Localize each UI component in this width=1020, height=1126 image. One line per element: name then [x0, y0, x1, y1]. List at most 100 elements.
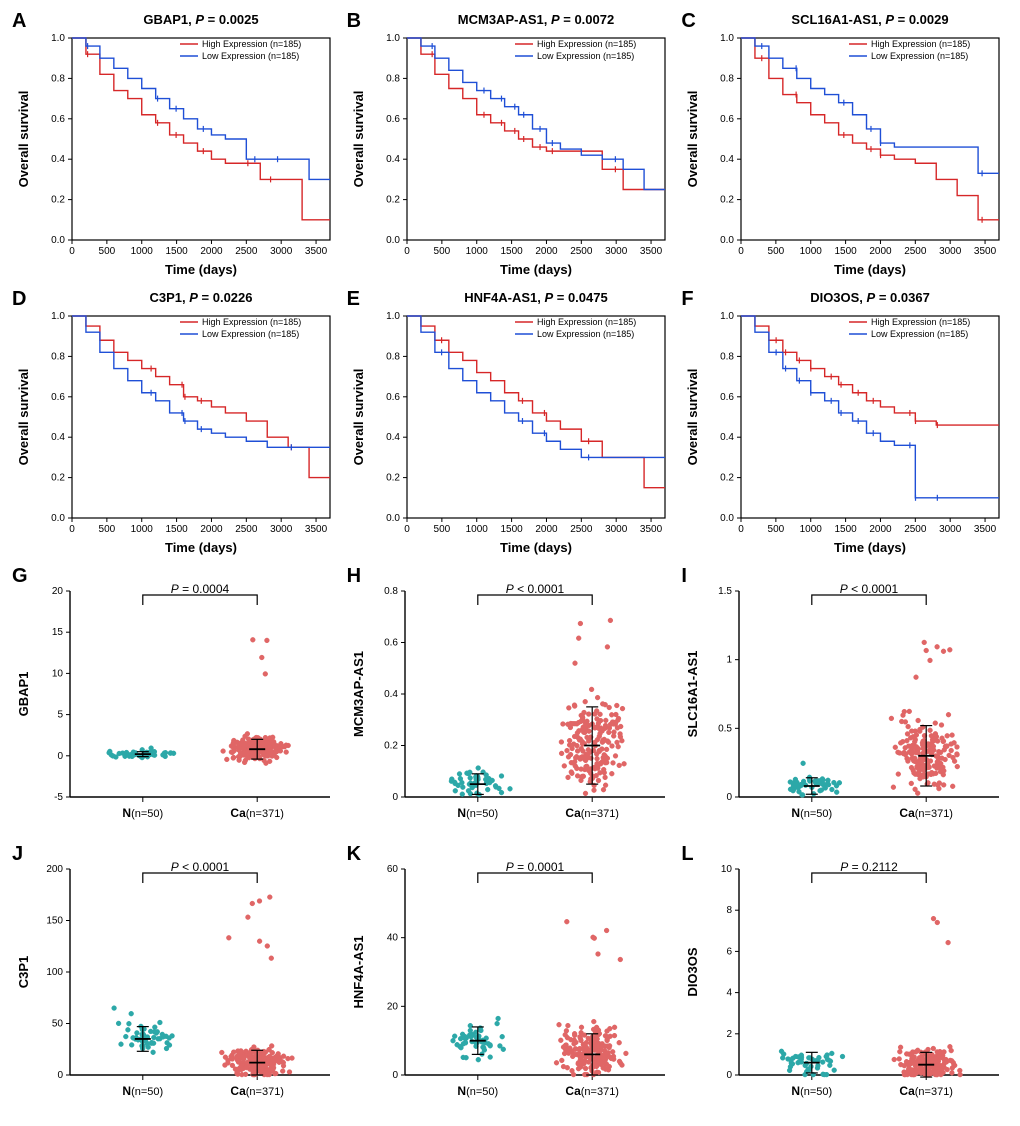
svg-text:Low Expression (n=185): Low Expression (n=185) — [871, 329, 968, 339]
plot-frame — [741, 316, 999, 518]
svg-text:0: 0 — [392, 1070, 398, 1081]
panel-J: J 050100150200 C3P1 P < 0.0001 N(n=50) C… — [10, 843, 341, 1117]
curve-high — [407, 316, 665, 488]
svg-text:3500: 3500 — [974, 524, 997, 535]
y-axis-label: MCM3AP-AS1 — [351, 651, 366, 737]
svg-text:High Expression (n=185): High Expression (n=185) — [202, 39, 301, 49]
svg-text:0.0: 0.0 — [386, 513, 400, 524]
svg-text:0: 0 — [404, 524, 410, 535]
plot-frame — [407, 316, 665, 518]
survival-plot-A: GBAP1, P = 0.0025 0500100015002000250030… — [10, 10, 340, 282]
x-axis-label: Time (days) — [165, 540, 237, 555]
legend: High Expression (n=185) Low Expression (… — [180, 39, 301, 61]
svg-text:2000: 2000 — [870, 246, 893, 257]
svg-text:3000: 3000 — [605, 246, 628, 257]
svg-text:20: 20 — [52, 586, 64, 597]
y-axis-label: Overall survival — [16, 91, 31, 188]
panel-F: F DIO3OS, P = 0.0367 0500100015002000250… — [679, 288, 1010, 562]
svg-text:8: 8 — [727, 905, 733, 916]
svg-text:Low Expression (n=185): Low Expression (n=185) — [202, 51, 299, 61]
y-axis-label: Overall survival — [685, 91, 700, 188]
y-axis-label: SLC16A1-AS1 — [685, 651, 700, 738]
svg-text:1500: 1500 — [165, 524, 188, 535]
svg-text:3000: 3000 — [270, 246, 293, 257]
legend: High Expression (n=185) Low Expression (… — [180, 317, 301, 339]
panel-letter: B — [347, 10, 361, 33]
svg-text:2500: 2500 — [570, 246, 593, 257]
y-axis-label: GBAP1 — [16, 672, 31, 717]
x-label-normal: N(n=50) — [792, 806, 833, 820]
dots-cancer — [889, 640, 960, 796]
svg-text:3500: 3500 — [640, 246, 663, 257]
legend: High Expression (n=185) Low Expression (… — [515, 39, 636, 61]
svg-text:2: 2 — [727, 1028, 733, 1039]
svg-text:High Expression (n=185): High Expression (n=185) — [871, 39, 970, 49]
svg-text:0.2: 0.2 — [51, 472, 65, 483]
svg-text:High Expression (n=185): High Expression (n=185) — [202, 317, 301, 327]
y-axis-label: HNF4A-AS1 — [351, 935, 366, 1008]
panel-letter: D — [12, 288, 26, 311]
svg-text:1: 1 — [727, 655, 733, 666]
x-axis-label: Time (days) — [834, 262, 906, 277]
legend: High Expression (n=185) Low Expression (… — [849, 39, 970, 61]
curve-high — [72, 316, 330, 478]
svg-text:2000: 2000 — [200, 246, 223, 257]
curve-low — [741, 316, 999, 498]
svg-text:1500: 1500 — [835, 246, 858, 257]
p-value-text: P < 0.0001 — [505, 582, 564, 596]
svg-text:1500: 1500 — [835, 524, 858, 535]
panel-H: H 00.20.40.60.8 MCM3AP-AS1 P < 0.0001 N(… — [345, 565, 676, 839]
comparison-bracket — [812, 873, 926, 883]
svg-text:0.2: 0.2 — [51, 195, 65, 206]
svg-text:3000: 3000 — [939, 524, 962, 535]
svg-text:0.6: 0.6 — [51, 391, 65, 402]
y-axis-label: Overall survival — [351, 368, 366, 465]
svg-text:0.5: 0.5 — [718, 723, 732, 734]
plot-frame — [72, 316, 330, 518]
expression-plot-G: -505101520 GBAP1 P = 0.0004 N(n=50) Ca(n… — [10, 565, 340, 837]
svg-text:1000: 1000 — [131, 246, 154, 257]
comparison-bracket — [143, 595, 257, 605]
svg-text:0.8: 0.8 — [386, 73, 400, 84]
survival-plot-E: HNF4A-AS1, P = 0.0475 050010001500200025… — [345, 288, 675, 560]
panel-B: B MCM3AP-AS1, P = 0.0072 050010001500200… — [345, 10, 676, 284]
svg-text:3500: 3500 — [974, 246, 997, 257]
panel-C: C SCL16A1-AS1, P = 0.0029 05001000150020… — [679, 10, 1010, 284]
svg-text:0.4: 0.4 — [384, 689, 398, 700]
figure-grid: A GBAP1, P = 0.0025 05001000150020002500… — [10, 10, 1010, 1116]
svg-text:500: 500 — [768, 524, 785, 535]
panel-L: L 0246810 DIO3OS P = 0.2112 N(n=50) Ca(n… — [679, 843, 1010, 1117]
svg-text:1000: 1000 — [465, 524, 488, 535]
panel-letter: I — [681, 565, 687, 588]
expression-plot-L: 0246810 DIO3OS P = 0.2112 N(n=50) Ca(n=3… — [679, 843, 1009, 1115]
panel-letter: H — [347, 565, 361, 588]
svg-text:0.6: 0.6 — [720, 114, 734, 125]
comparison-bracket — [143, 873, 257, 883]
svg-text:0.0: 0.0 — [720, 513, 734, 524]
expression-plot-J: 050100150200 C3P1 P < 0.0001 N(n=50) Ca(… — [10, 843, 340, 1115]
panel-letter: C — [681, 10, 695, 33]
survival-plot-C: SCL16A1-AS1, P = 0.0029 0500100015002000… — [679, 10, 1009, 282]
svg-text:2000: 2000 — [535, 246, 558, 257]
svg-text:150: 150 — [46, 915, 63, 926]
svg-text:Low Expression (n=185): Low Expression (n=185) — [537, 51, 634, 61]
panel-A: A GBAP1, P = 0.0025 05001000150020002500… — [10, 10, 341, 284]
svg-text:500: 500 — [433, 524, 450, 535]
expression-plot-K: 0204060 HNF4A-AS1 P = 0.0001 N(n=50) Ca(… — [345, 843, 675, 1115]
y-axis-label: Overall survival — [16, 368, 31, 465]
x-axis-label: Time (days) — [500, 262, 572, 277]
svg-text:0.8: 0.8 — [720, 73, 734, 84]
svg-text:3000: 3000 — [605, 524, 628, 535]
x-axis-label: Time (days) — [834, 540, 906, 555]
svg-text:0: 0 — [404, 246, 410, 257]
x-label-normal: N(n=50) — [457, 1084, 498, 1098]
svg-text:6: 6 — [727, 946, 733, 957]
svg-text:1000: 1000 — [131, 524, 154, 535]
svg-text:500: 500 — [99, 246, 116, 257]
svg-text:500: 500 — [433, 246, 450, 257]
panel-letter: J — [12, 843, 23, 866]
svg-text:2500: 2500 — [905, 524, 928, 535]
y-axis-label: C3P1 — [16, 955, 31, 988]
svg-text:15: 15 — [52, 627, 64, 638]
svg-text:0.8: 0.8 — [384, 586, 398, 597]
